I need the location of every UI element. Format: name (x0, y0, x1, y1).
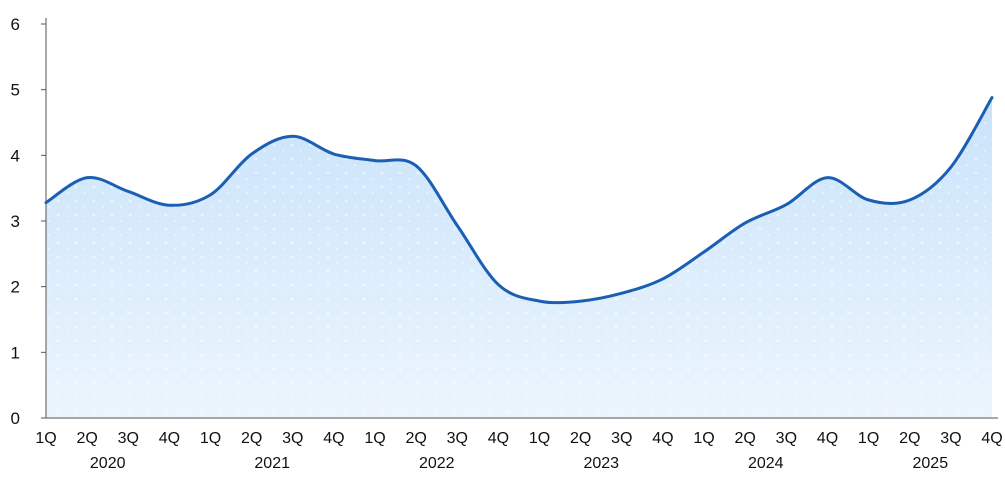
x-tick-label: 4Q (159, 430, 180, 447)
x-tick-label: 2Q (406, 430, 427, 447)
x-tick-label: 4Q (981, 430, 1002, 447)
x-tick-label: 1Q (364, 430, 385, 447)
data-point (949, 165, 953, 169)
data-point (743, 221, 747, 225)
data-point (702, 250, 706, 254)
x-tick-label: 3Q (447, 430, 468, 447)
x-tick-label: 2Q (76, 430, 97, 447)
y-tick-label: 0 (11, 409, 20, 428)
x-tick-label: 4Q (323, 430, 344, 447)
x-tick-label: 4Q (652, 430, 673, 447)
x-tick-label: 2Q (735, 430, 756, 447)
series-line (44, 96, 994, 305)
data-point (373, 159, 377, 163)
data-point (455, 224, 459, 228)
data-point (784, 203, 788, 207)
data-point (908, 198, 912, 202)
data-point (867, 198, 871, 202)
x-tick-label: 3Q (118, 430, 139, 447)
y-tick-label: 5 (11, 81, 20, 100)
data-point (209, 193, 213, 197)
data-point (990, 96, 994, 100)
x-tick-label: 2Q (570, 430, 591, 447)
data-point (414, 164, 418, 168)
y-tick-label: 2 (11, 278, 20, 297)
x-tick-label: 4Q (488, 430, 509, 447)
x-tick-label: 3Q (282, 430, 303, 447)
data-point (538, 299, 542, 303)
y-tick-label: 1 (11, 343, 20, 362)
x-tick-label: 4Q (817, 430, 838, 447)
data-point (496, 283, 500, 287)
year-label: 2021 (254, 455, 290, 472)
year-label: 2022 (419, 455, 455, 472)
x-tick-label: 3Q (776, 430, 797, 447)
axis-layer (41, 18, 998, 419)
year-label: 2020 (90, 455, 126, 472)
x-tick-label: 3Q (611, 430, 632, 447)
series-area-texture (46, 97, 992, 419)
y-tick-label: 3 (11, 212, 20, 231)
x-tick-label: 2Q (241, 430, 262, 447)
x-tick-label: 1Q (693, 430, 714, 447)
year-label: 2023 (583, 455, 619, 472)
data-point (291, 134, 295, 138)
y-tick-label: 4 (11, 146, 20, 165)
data-point (44, 201, 48, 205)
data-point (579, 299, 583, 303)
data-point (85, 176, 89, 180)
data-point (167, 203, 171, 207)
data-point (126, 189, 130, 193)
line-layer (44, 96, 994, 305)
label-layer: 0 1 2 3 4 5 6 1Q 2Q 3Q 4Q 1Q 2Q 3Q 4Q 1Q 2Q 3Q 4Q 1Q 2Q 3Q 4Q 1… (11, 15, 1003, 472)
data-point (620, 291, 624, 295)
x-tick-label: 2Q (899, 430, 920, 447)
x-tick-label: 1Q (35, 430, 56, 447)
year-label: 2024 (748, 455, 784, 472)
x-tick-label: 1Q (858, 430, 879, 447)
y-tick-label: 6 (11, 15, 20, 34)
x-tick-label: 1Q (200, 430, 221, 447)
area-layer (46, 97, 992, 419)
x-tick-label: 1Q (529, 430, 550, 447)
year-label: 2025 (913, 455, 949, 472)
data-point (825, 176, 829, 180)
x-tick-label: 3Q (940, 430, 961, 447)
data-point (332, 152, 336, 156)
data-point (661, 277, 665, 281)
data-point (250, 152, 254, 156)
